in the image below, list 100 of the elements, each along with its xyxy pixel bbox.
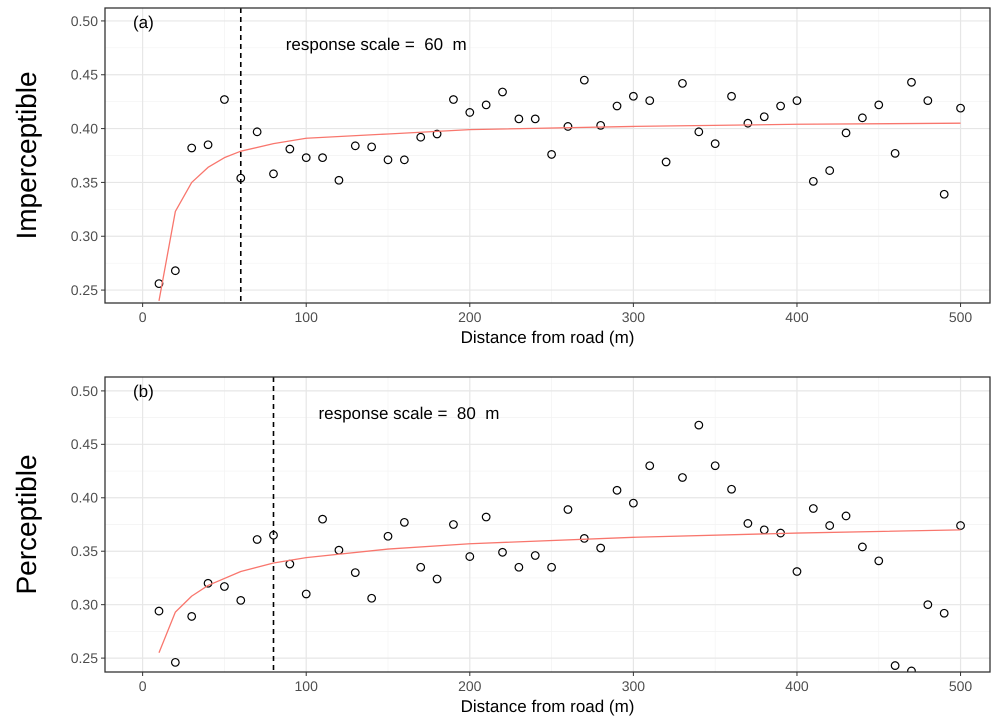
point bbox=[580, 76, 589, 85]
point bbox=[482, 100, 491, 110]
x-tick-label: 200 bbox=[458, 678, 482, 694]
y-tick-label: 0.50 bbox=[70, 382, 98, 399]
point bbox=[400, 155, 409, 164]
y-tick-label: 0.35 bbox=[70, 543, 98, 560]
y-tick-label: 0.45 bbox=[70, 436, 98, 452]
point bbox=[628, 498, 638, 508]
point bbox=[154, 279, 164, 288]
point bbox=[416, 562, 426, 572]
point bbox=[318, 514, 327, 524]
point bbox=[318, 153, 327, 162]
x-tick-label: 100 bbox=[294, 678, 318, 694]
x-tick-label: 300 bbox=[622, 678, 646, 694]
point bbox=[498, 88, 507, 96]
point bbox=[530, 114, 540, 124]
point bbox=[727, 92, 736, 101]
point bbox=[514, 562, 524, 572]
point bbox=[628, 92, 638, 101]
point bbox=[367, 142, 376, 152]
point bbox=[940, 190, 949, 199]
x-axis-title: Distance from road (m) bbox=[460, 328, 634, 347]
point bbox=[890, 661, 900, 670]
x-tick-label: 400 bbox=[785, 678, 809, 694]
point bbox=[334, 176, 344, 185]
point bbox=[432, 130, 442, 138]
line-series bbox=[158, 122, 962, 302]
point bbox=[743, 519, 752, 528]
y-tick-label: 0.30 bbox=[70, 228, 98, 244]
point bbox=[449, 520, 458, 529]
point bbox=[350, 141, 360, 150]
point bbox=[710, 461, 720, 470]
point bbox=[564, 505, 572, 514]
point bbox=[285, 560, 294, 568]
x-axis-title: Distance from road (m) bbox=[460, 697, 634, 716]
point bbox=[858, 113, 867, 122]
point bbox=[236, 596, 246, 605]
point bbox=[416, 132, 426, 142]
point bbox=[858, 542, 867, 552]
point bbox=[678, 78, 687, 88]
point bbox=[792, 96, 802, 105]
point bbox=[432, 574, 442, 584]
point bbox=[220, 95, 229, 104]
point bbox=[449, 95, 458, 104]
y-tick-label: 0.40 bbox=[70, 490, 98, 506]
point bbox=[465, 552, 474, 561]
point bbox=[743, 118, 752, 128]
y-tick-label: 0.30 bbox=[70, 596, 98, 613]
point bbox=[760, 525, 769, 534]
point bbox=[384, 155, 392, 164]
point bbox=[334, 546, 344, 555]
point bbox=[956, 104, 965, 113]
x-tick-label: 300 bbox=[622, 309, 646, 325]
point bbox=[236, 174, 246, 183]
point bbox=[204, 578, 212, 588]
x-tick-label: 500 bbox=[948, 309, 972, 325]
point bbox=[662, 158, 670, 166]
point bbox=[940, 608, 949, 618]
point bbox=[580, 534, 589, 543]
point bbox=[596, 120, 606, 130]
point bbox=[923, 600, 932, 610]
point bbox=[530, 551, 540, 560]
point bbox=[907, 78, 916, 87]
point bbox=[874, 556, 884, 566]
y-tick-label: 0.25 bbox=[70, 650, 98, 666]
y-tick-label: 0.45 bbox=[70, 66, 98, 83]
point bbox=[694, 127, 704, 136]
annotation: response scale = 60 m bbox=[286, 35, 467, 54]
point bbox=[285, 144, 294, 154]
point bbox=[350, 568, 360, 577]
x-tick-label: 0 bbox=[138, 678, 147, 694]
point bbox=[482, 512, 491, 522]
point bbox=[808, 504, 818, 513]
point bbox=[678, 473, 687, 482]
chart-title: (b) bbox=[133, 382, 154, 401]
point bbox=[694, 420, 704, 430]
point bbox=[547, 562, 556, 572]
point bbox=[842, 128, 850, 138]
point bbox=[776, 528, 786, 538]
point bbox=[727, 484, 736, 494]
y-axis-title: Imperceptible bbox=[11, 71, 42, 240]
point bbox=[400, 518, 409, 527]
point bbox=[612, 486, 622, 495]
point bbox=[612, 102, 622, 110]
point bbox=[956, 521, 965, 530]
point bbox=[204, 140, 212, 150]
x-tick-label: 400 bbox=[785, 309, 809, 325]
point bbox=[514, 114, 524, 124]
point bbox=[645, 461, 654, 470]
point bbox=[187, 144, 196, 152]
x-tick-label: 500 bbox=[948, 678, 972, 694]
point bbox=[874, 100, 884, 110]
point bbox=[269, 169, 278, 178]
point bbox=[252, 535, 262, 544]
point bbox=[645, 96, 654, 105]
point bbox=[808, 176, 818, 186]
chart-title: (a) bbox=[133, 13, 154, 32]
point bbox=[825, 166, 834, 175]
y-tick-label: 0.50 bbox=[70, 12, 98, 29]
x-tick-label: 0 bbox=[138, 309, 147, 325]
